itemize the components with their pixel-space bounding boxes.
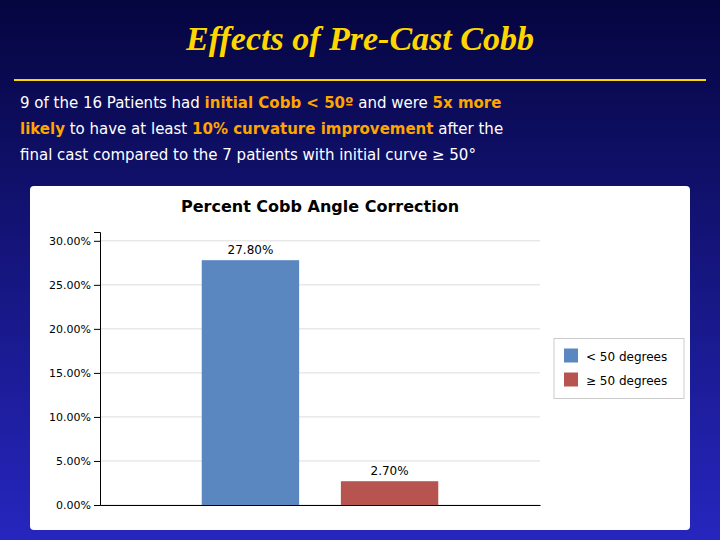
legend: < 50 degrees ≥ 50 degrees bbox=[554, 339, 684, 399]
subtitle-segment: 10% curvature improvement bbox=[192, 120, 433, 138]
data-labels: 27.80% 2.70% bbox=[228, 243, 409, 478]
y-tick-label: 25.00% bbox=[49, 279, 91, 292]
legend-label: ≥ 50 degrees bbox=[586, 374, 667, 388]
y-tick: 10.00% bbox=[49, 411, 100, 424]
y-tick: 30.00% bbox=[49, 235, 100, 248]
grid-line bbox=[100, 505, 540, 506]
subtitle-segment: 5x more bbox=[433, 94, 502, 112]
subtitle-segment: initial Cobb < 50º bbox=[205, 94, 354, 112]
data-label: 2.70% bbox=[371, 464, 409, 478]
y-tick: 5.00% bbox=[56, 455, 100, 468]
subtitle-segment: 9 of the 16 Patients had bbox=[20, 94, 205, 112]
subtitle-segment: to have at least bbox=[65, 120, 192, 138]
y-tick-mark bbox=[94, 285, 100, 286]
y-tick: 15.00% bbox=[49, 367, 100, 380]
legend-frame bbox=[554, 339, 684, 399]
y-tick: 25.00% bbox=[49, 279, 100, 292]
y-tick: 0.00% bbox=[56, 499, 100, 512]
y-tick-label: 0.00% bbox=[56, 499, 91, 512]
subtitle-segment: after the bbox=[433, 120, 503, 138]
data-label: 27.80% bbox=[228, 243, 274, 257]
bars bbox=[202, 260, 439, 505]
bar bbox=[202, 260, 299, 505]
y-tick-mark bbox=[94, 329, 100, 330]
grid-line bbox=[100, 460, 540, 461]
grid-line bbox=[100, 416, 540, 417]
subtitle-segment: and were bbox=[353, 94, 432, 112]
grid-line bbox=[100, 284, 540, 285]
y-tick: 20.00% bbox=[49, 323, 100, 336]
y-tick-label: 5.00% bbox=[56, 455, 91, 468]
subtitle-segment: likely bbox=[20, 120, 65, 138]
y-tick-mark bbox=[94, 461, 100, 462]
subtitle-segment: final cast compared to the 7 patients wi… bbox=[20, 146, 476, 164]
y-tick-label: 10.00% bbox=[49, 411, 91, 424]
grid-line bbox=[100, 240, 540, 241]
legend-item: ≥ 50 degrees bbox=[564, 373, 667, 388]
y-tick-label: 20.00% bbox=[49, 323, 91, 336]
bar bbox=[341, 481, 438, 505]
legend-swatch bbox=[564, 373, 578, 387]
legend-label: < 50 degrees bbox=[586, 350, 667, 364]
divider bbox=[14, 79, 706, 81]
subtitle-line: likely to have at least 10% curvature im… bbox=[20, 120, 503, 138]
y-axis: 0.00% 5.00% 10.00% 15.00% 20.00% 25.00% 30.00% bbox=[49, 233, 100, 513]
chart-title: Percent Cobb Angle Correction bbox=[181, 197, 459, 216]
y-tick-mark bbox=[94, 373, 100, 374]
grid-line bbox=[100, 328, 540, 329]
y-tick-label: 30.00% bbox=[49, 235, 91, 248]
x-axis-line bbox=[101, 505, 541, 506]
legend-swatch bbox=[564, 349, 578, 363]
chart-root: Effects of Pre-Cast Cobb 9 of the 16 Pati… bbox=[0, 0, 720, 540]
y-tick-mark bbox=[94, 417, 100, 418]
chart-panel bbox=[30, 186, 690, 530]
subtitle-line: 9 of the 16 Patients had initial Cobb < … bbox=[20, 94, 501, 112]
y-tick-mark bbox=[94, 241, 100, 242]
legend-item: < 50 degrees bbox=[564, 349, 667, 364]
y-tick-label: 15.00% bbox=[49, 367, 91, 380]
y-axis-line bbox=[94, 233, 101, 506]
subtitle-line: final cast compared to the 7 patients wi… bbox=[20, 146, 476, 164]
grid-line bbox=[100, 372, 540, 373]
x-axis bbox=[101, 505, 541, 507]
y-tick-mark bbox=[94, 505, 100, 506]
background bbox=[0, 0, 720, 540]
grid bbox=[100, 241, 540, 505]
page-title: Effects of Pre-Cast Cobb bbox=[185, 20, 534, 57]
